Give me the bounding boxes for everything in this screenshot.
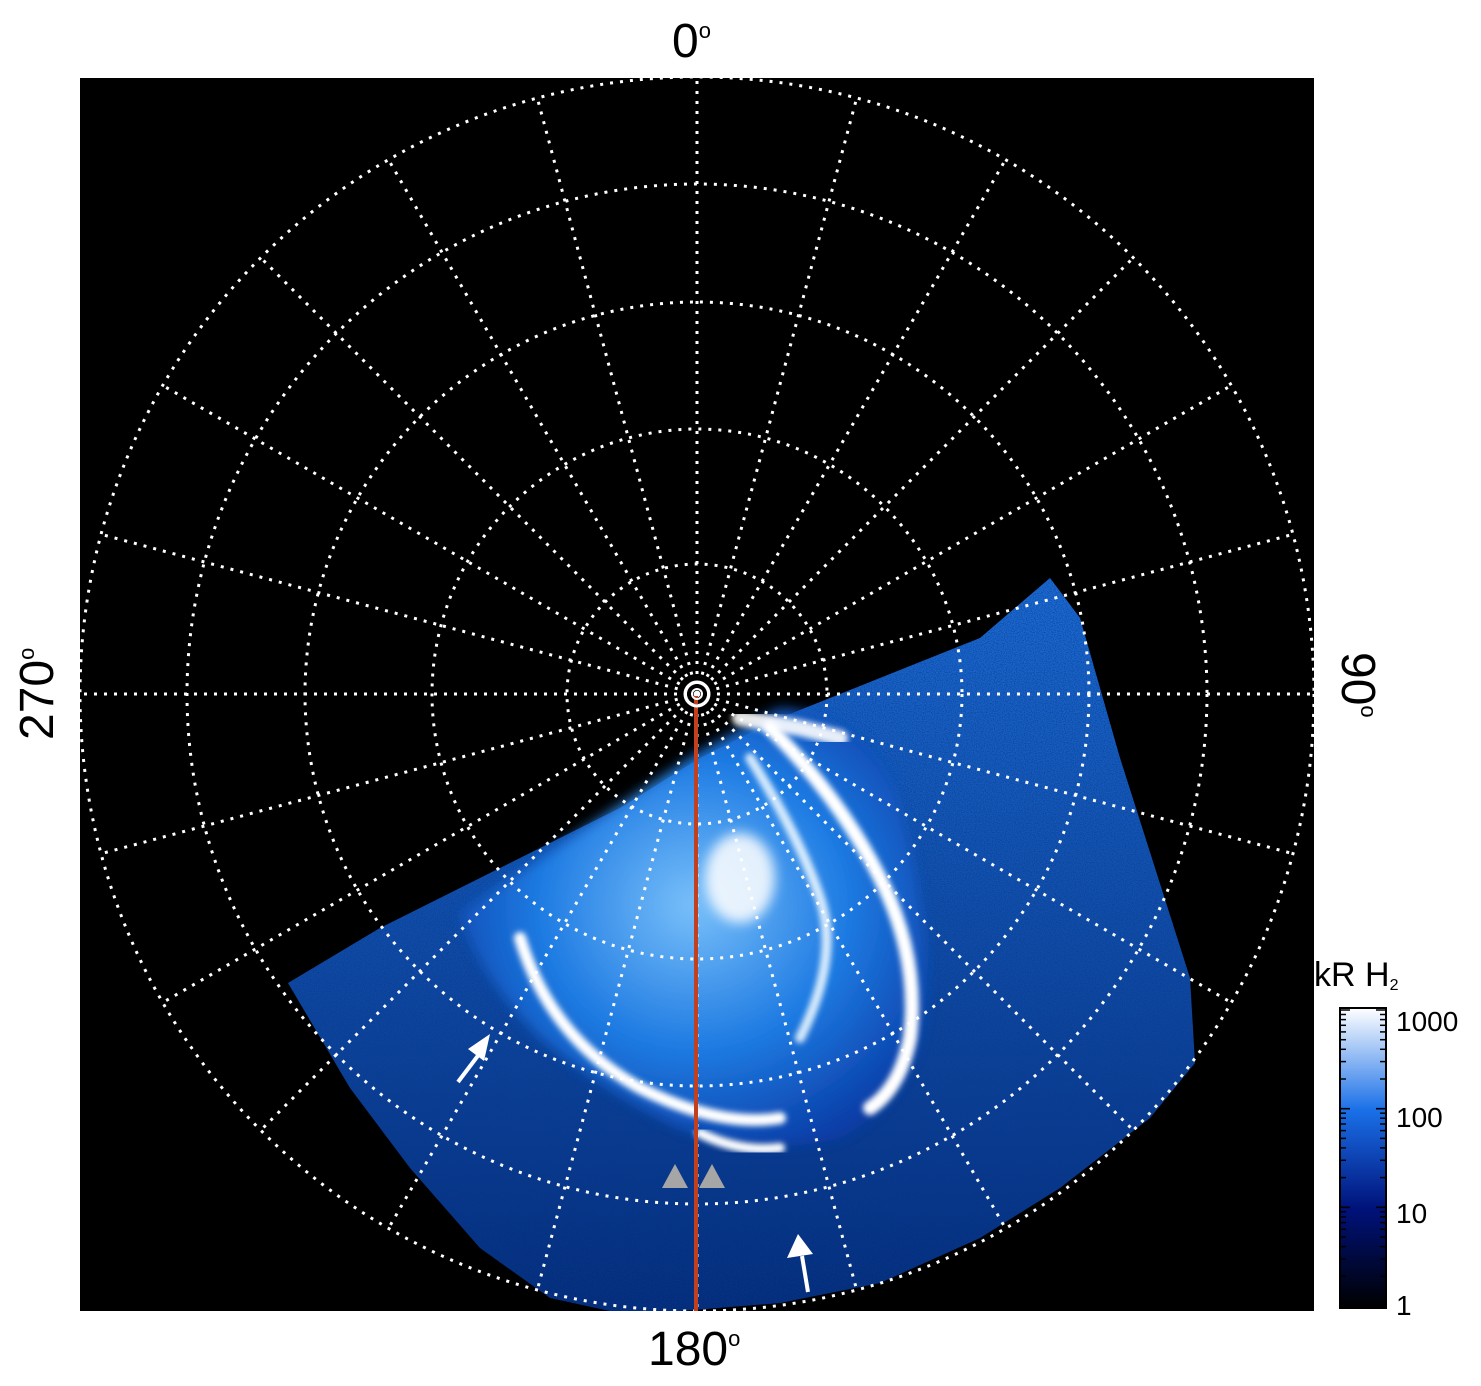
- main-emission-arc: [514, 932, 786, 1126]
- dawn-emission-arc: [763, 721, 919, 1115]
- longitude-meridian: [161, 384, 698, 696]
- longitude-meridian: [100, 692, 698, 856]
- longitude-meridian: [696, 692, 1294, 856]
- latitude-circle: [430, 427, 964, 961]
- longitude-meridian: [695, 97, 859, 695]
- colorbar-tick-10: 10: [1396, 1198, 1428, 1229]
- longitude-meridian: [696, 532, 1294, 696]
- colorbar-tick-100: 100: [1396, 1102, 1443, 1133]
- longitude-label-90: 90o: [1331, 652, 1384, 718]
- longitude-meridian: [100, 532, 698, 696]
- longitude-label-0: 0o: [672, 15, 711, 68]
- feature-arrow-bottom: [787, 1234, 813, 1293]
- colorbar-title: kR H2: [1314, 956, 1399, 994]
- colorbar: [1339, 1007, 1387, 1309]
- pole-marker-inner: [691, 688, 703, 700]
- colorbar-gradient: [1339, 1007, 1387, 1309]
- longitude-meridian: [695, 692, 1135, 1132]
- colorbar-tick-1: 1: [1396, 1290, 1412, 1321]
- longitude-meridian: [259, 692, 699, 1132]
- longitude-meridian: [695, 158, 1007, 695]
- pole-marker-outer: [683, 680, 711, 708]
- equatorward-emission-arc: [695, 1128, 785, 1154]
- longitude-meridian: [535, 97, 699, 695]
- longitude-label-270: 270o: [11, 647, 64, 740]
- longitude-meridian: [696, 384, 1233, 696]
- feature-arrow-left: [456, 1034, 490, 1084]
- longitude-meridian: [695, 256, 1135, 696]
- upper-bright-band: [732, 710, 848, 746]
- feature-marker-triangle-right: [699, 1164, 725, 1188]
- longitude-meridian: [696, 692, 1233, 1004]
- longitude-meridian: [259, 256, 699, 696]
- longitude-label-180: 180o: [648, 1323, 741, 1376]
- polar-auroral-map: [80, 78, 1314, 1311]
- longitude-meridian: [695, 693, 859, 1291]
- longitude-meridian: [695, 693, 1007, 1230]
- longitude-meridian: [161, 692, 698, 1004]
- inner-emission-arc: [745, 753, 832, 1043]
- colorbar-minor-ticks: [1340, 1009, 1386, 1307]
- longitude-meridian: [387, 158, 699, 695]
- longitude-meridian: [387, 693, 699, 1230]
- polar-emission-patch: [705, 833, 775, 923]
- colorbar-tick-1000: 1000: [1396, 1006, 1459, 1037]
- longitude-meridian: [535, 693, 699, 1291]
- feature-marker-triangle-left: [662, 1164, 688, 1188]
